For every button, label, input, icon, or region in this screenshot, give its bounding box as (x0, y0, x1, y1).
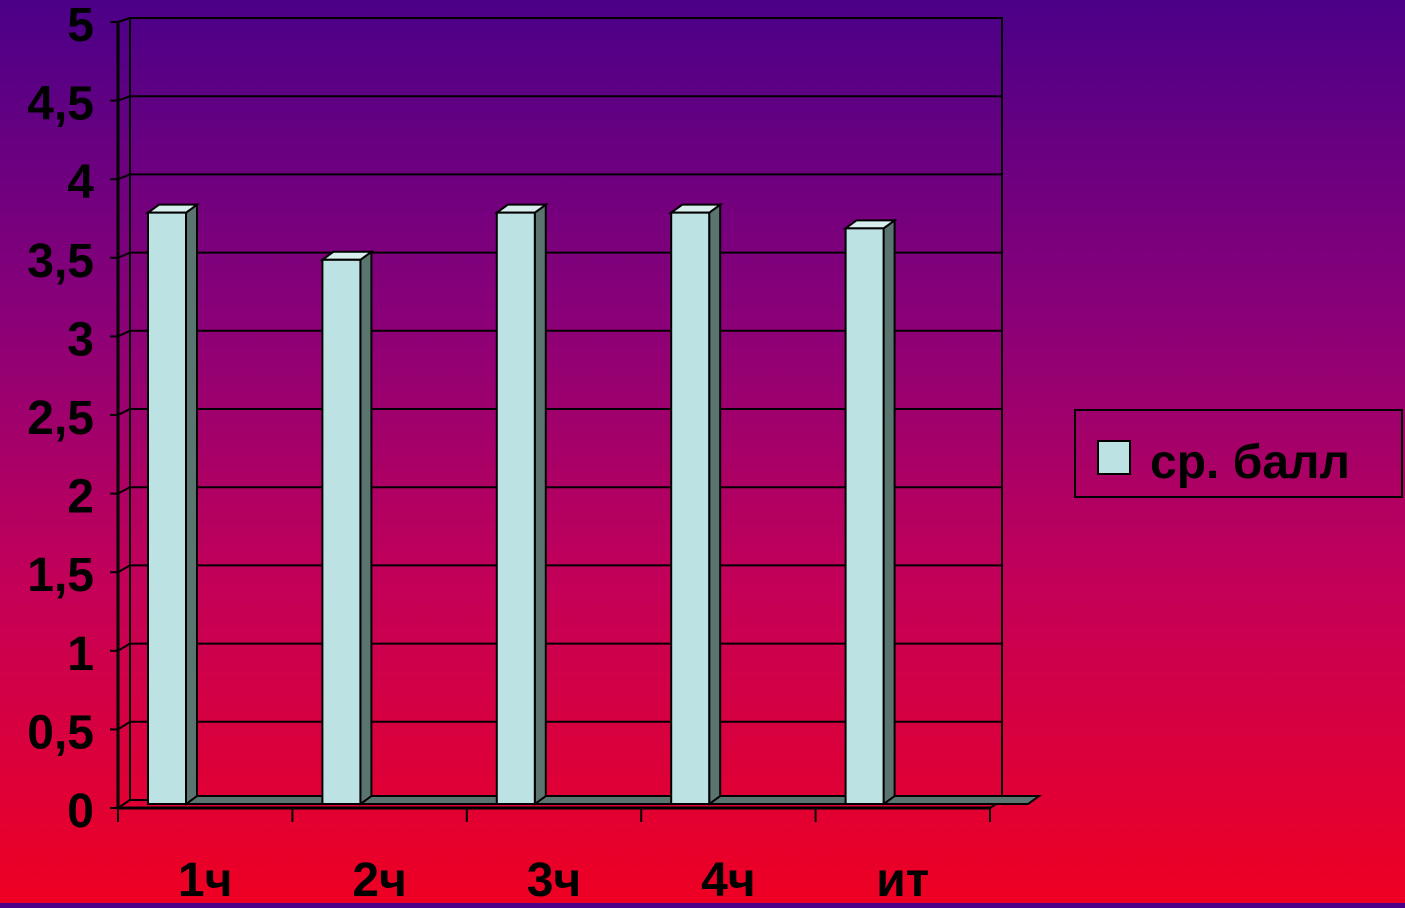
bar-front (670, 211, 711, 805)
x-tick-label: 3ч (527, 854, 582, 903)
legend-label: ср. балл (1150, 436, 1350, 489)
bar-side (359, 249, 373, 806)
bar-side (533, 202, 547, 806)
bar-floor-shadow (706, 795, 868, 805)
side-wall-line (117, 17, 131, 23)
bar-side (708, 202, 722, 806)
y-tick-label: 3 (67, 313, 94, 366)
bar-floor-shadow (357, 795, 519, 805)
bar-side (882, 218, 896, 806)
bar (319, 249, 519, 806)
y-tick-label: 2 (67, 471, 94, 524)
y-tick-label: 0 (67, 785, 94, 838)
y-tick-label: 3,5 (27, 235, 94, 288)
y-tick-label: 2,5 (27, 392, 94, 445)
x-tick-labels: 1ч 2ч 3ч 4ч ит (178, 854, 929, 907)
bar-front (147, 211, 187, 805)
y-tick-label: 4,5 (27, 78, 94, 131)
x-tick-label: 4ч (701, 854, 756, 903)
side-wall-line (117, 564, 131, 574)
x-tick-label: ит (876, 854, 929, 903)
bar (668, 202, 868, 806)
side-wall-line (117, 642, 131, 652)
y-tick-label: 1,5 (27, 549, 94, 602)
bar-front (321, 258, 362, 805)
y-tick-label: 4 (67, 156, 94, 209)
side-wall-line (117, 486, 131, 495)
bars-layer (144, 202, 1043, 806)
bar-floor-shadow (531, 795, 694, 805)
y-tick-label: 1 (67, 628, 94, 681)
y-tick-label: 0,5 (27, 706, 94, 759)
y-tick-label: 5 (67, 0, 94, 52)
legend-swatch (1097, 440, 1131, 475)
bar-side (185, 202, 198, 806)
side-wall-line (117, 408, 131, 416)
bar-front (495, 211, 536, 805)
bar (144, 202, 345, 806)
axis-layer (110, 21, 1003, 822)
side-wall-line (117, 329, 131, 338)
side-wall-line (117, 173, 131, 181)
x-tick-label: 1ч (178, 854, 233, 903)
side-wall-line (117, 720, 131, 731)
y-tick-labels: 0 0,5 1 1,5 2 2,5 3 3,5 4 4,5 5 (27, 0, 94, 838)
legend: ср. балл (1074, 409, 1403, 498)
bar (842, 218, 1043, 806)
side-wall-line (117, 95, 131, 102)
bar-front (844, 227, 885, 806)
bar-floor-shadow (880, 795, 1043, 805)
legend-box (1074, 409, 1403, 498)
side-wall-line (117, 251, 131, 259)
bar-floor-shadow (182, 795, 345, 805)
x-tick-label: 2ч (352, 854, 407, 903)
bar (493, 202, 694, 806)
